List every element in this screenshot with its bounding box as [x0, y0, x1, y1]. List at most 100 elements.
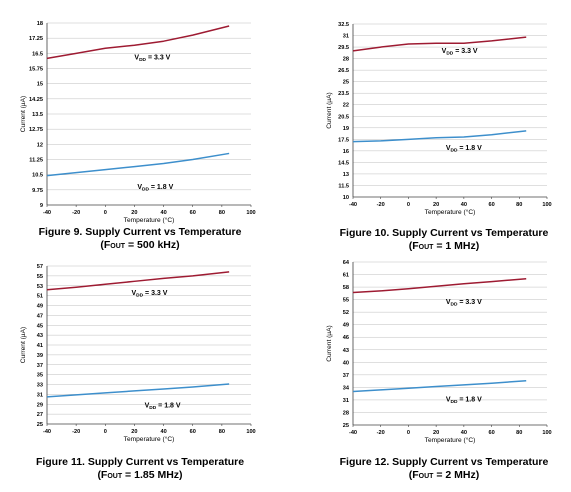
y-tick-label: 37 — [343, 373, 349, 379]
chart-fig10: 10 11.5 13 14.5 16 17.5 19 20.5 22 23.5 25 26.5 28 29… — [326, 22, 552, 216]
y-tick-label: 53 — [37, 284, 43, 290]
y-axis-title: Current (µA) — [20, 96, 27, 132]
caption-subtitle: (FOUT = 500 kHz) — [100, 239, 180, 251]
y-tick-label: 31 — [37, 392, 43, 398]
series-label-vdd-3v3: VDD = 3.3 V — [442, 48, 478, 57]
y-tick-label: 31 — [343, 398, 349, 404]
x-tick-label: 80 — [219, 210, 225, 216]
y-tick-label: 64 — [343, 260, 350, 266]
series-line-vdd-3v3 — [46, 271, 230, 291]
series-label-vdd-3v3: VDD = 3.3 V — [134, 54, 170, 63]
series-line-vdd-3v3 — [352, 36, 527, 52]
y-tick-label: 52 — [343, 310, 349, 316]
x-tick-label: 0 — [407, 430, 410, 436]
x-tick-label: 60 — [488, 430, 494, 436]
x-tick-label: -20 — [72, 429, 80, 435]
x-tick-label: 60 — [190, 210, 196, 216]
y-tick-label: 47 — [37, 313, 43, 319]
y-tick-label: 18 — [37, 21, 43, 27]
y-tick-label: 45 — [37, 323, 43, 329]
y-tick-label: 15.75 — [29, 67, 43, 73]
caption-subtitle: (FOUT = 1.85 MHz) — [97, 469, 183, 481]
chart-panel-fig12: 25 28 31 34 37 40 43 46 49 52 55 58 61 64 -40 -20 0 20 40 6… — [318, 257, 570, 489]
y-tick-label: 43 — [37, 333, 43, 339]
y-tick-label: 25 — [343, 80, 349, 86]
chart-fig11: 25 27 29 31 33 35 37 39 41 43 45 47 49 51 53 55 57 -40 -20… — [20, 264, 256, 443]
series-line-vdd-3v3 — [46, 25, 230, 60]
y-tick-label: 57 — [37, 264, 43, 270]
series-label-vdd-3v3: VDD = 3.3 V — [132, 290, 168, 299]
chart-panel-fig10: 10 11.5 13 14.5 16 17.5 19 20.5 22 23.5 25 26.5 28 29… — [318, 15, 570, 254]
y-tick-label: 10.5 — [32, 173, 43, 179]
y-tick-label: 43 — [343, 348, 349, 354]
series-label-vdd-3v3: VDD = 3.3 V — [446, 299, 482, 308]
x-tick-label: 100 — [542, 430, 551, 436]
y-tick-label: 20.5 — [338, 114, 349, 120]
x-tick-label: 80 — [516, 202, 522, 208]
caption-subtitle: (FOUT = 1 MHz) — [408, 240, 480, 252]
caption-title: Figure 9. Supply Current vs Temperature — [38, 226, 242, 238]
caption-fig10: Figure 10. Supply Current vs Temperature… — [318, 227, 570, 254]
y-tick-label: 23.5 — [338, 91, 349, 97]
y-tick-label: 9 — [40, 203, 43, 209]
y-axis-title: Current (µA) — [326, 325, 333, 361]
x-tick-label: 60 — [488, 202, 494, 208]
x-tick-label: 0 — [104, 429, 107, 435]
caption-title: Figure 11. Supply Current vs Temperature — [35, 456, 245, 468]
y-tick-label: 40 — [343, 360, 349, 366]
x-tick-label: 80 — [219, 429, 225, 435]
x-tick-label: 20 — [131, 429, 137, 435]
y-tick-label: 16.5 — [32, 51, 43, 57]
y-tick-label: 17.25 — [29, 36, 43, 42]
chart-fig12: 25 28 31 34 37 40 43 46 49 52 55 58 61 64 -40 -20 0 20 40 6… — [326, 260, 552, 444]
caption-fig12: Figure 12. Supply Current vs Temperature… — [318, 456, 570, 483]
chart-panel-fig9: 9 9.75 10.5 11.25 12 12.75 13.5 14.25 15 15.75 16.… — [10, 15, 270, 251]
series-label-vdd-1v8: VDD = 1.8 V — [145, 403, 181, 412]
y-tick-label: 14.25 — [29, 97, 43, 103]
y-tick-label: 13.5 — [32, 112, 43, 118]
x-tick-label: 0 — [407, 202, 410, 208]
y-tick-label: 16 — [343, 149, 349, 155]
series-line-vdd-1v8 — [352, 130, 527, 143]
x-axis-title: Temperature (°C) — [425, 436, 476, 444]
x-axis-title: Temperature (°C) — [124, 216, 175, 224]
y-tick-label: 19 — [343, 126, 349, 132]
x-tick-label: -20 — [72, 210, 80, 216]
series-line-vdd-1v8 — [46, 152, 230, 177]
series-line-vdd-1v8 — [46, 383, 230, 398]
caption-fig11: Figure 11. Supply Current vs Temperature… — [10, 456, 270, 483]
x-tick-label: 60 — [190, 429, 196, 435]
chart-fig9: 9 9.75 10.5 11.25 12 12.75 13.5 14.25 15 15.75 16.… — [20, 21, 256, 224]
y-tick-label: 10 — [343, 195, 349, 201]
y-tick-label: 35 — [37, 373, 43, 379]
y-axis-title: Current (µA) — [20, 327, 27, 363]
y-tick-label: 13 — [343, 172, 349, 178]
series-label-vdd-1v8: VDD = 1.8 V — [137, 184, 173, 193]
y-tick-label: 58 — [343, 285, 349, 291]
y-tick-label: 11.25 — [29, 158, 43, 164]
x-tick-label: 100 — [246, 429, 255, 435]
y-tick-label: 51 — [37, 294, 43, 300]
x-tick-label: -20 — [377, 202, 385, 208]
x-tick-label: -40 — [43, 210, 51, 216]
y-tick-label: 22 — [343, 103, 349, 109]
series-line-vdd-3v3 — [352, 277, 527, 294]
x-tick-label: 40 — [160, 210, 166, 216]
x-tick-label: 40 — [461, 430, 467, 436]
y-tick-label: 11.5 — [338, 183, 349, 189]
y-tick-label: 61 — [343, 273, 349, 279]
y-tick-label: 49 — [37, 304, 43, 310]
y-tick-label: 34 — [343, 385, 350, 391]
y-tick-label: 12.75 — [29, 127, 43, 133]
caption-title: Figure 12. Supply Current vs Temperature — [339, 456, 549, 468]
y-tick-label: 39 — [37, 353, 43, 359]
y-tick-label: 32.5 — [338, 22, 349, 28]
y-tick-label: 28 — [343, 410, 349, 416]
series-line-vdd-1v8 — [352, 379, 527, 393]
series-label-vdd-1v8: VDD = 1.8 V — [446, 397, 482, 406]
x-tick-label: 40 — [160, 429, 166, 435]
x-tick-label: 0 — [104, 210, 107, 216]
x-tick-label: 100 — [542, 202, 551, 208]
y-tick-label: 15 — [37, 82, 43, 88]
y-tick-label: 33 — [37, 383, 43, 389]
